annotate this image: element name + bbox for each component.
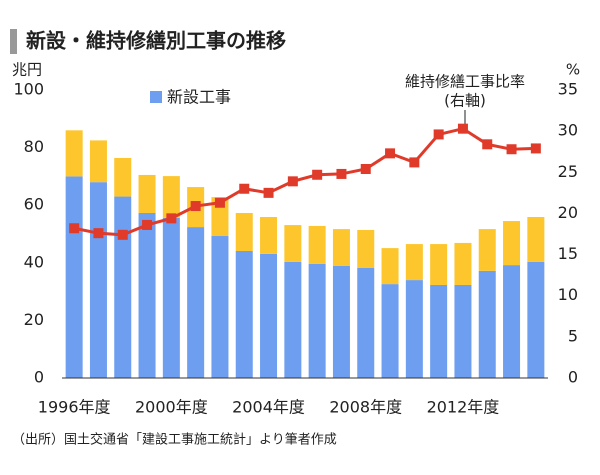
bar xyxy=(65,130,83,177)
title-marker xyxy=(10,29,17,54)
chart-title: 新設・維持修繕別工事の推移 xyxy=(26,29,286,53)
bar xyxy=(260,217,278,254)
bar xyxy=(308,263,326,378)
y2-tick-label: 15 xyxy=(558,244,578,263)
annotation: (右軸) xyxy=(444,92,486,110)
y2-tick-label: 10 xyxy=(558,285,578,304)
ratio-marker xyxy=(166,213,177,224)
bar xyxy=(527,217,545,262)
y-tick-label: 0 xyxy=(34,368,44,387)
bar xyxy=(162,217,180,378)
bar xyxy=(478,270,496,378)
y2-tick-label: 25 xyxy=(558,162,578,181)
bar xyxy=(527,261,545,378)
bar xyxy=(65,176,83,378)
ratio-marker xyxy=(190,201,201,212)
source: （出所）国土交通省「建設工事施工統計」より筆者作成 xyxy=(12,432,337,448)
ratio-marker xyxy=(142,219,153,230)
y-tick-label: 80 xyxy=(24,137,44,156)
y-tick-label: 100 xyxy=(13,80,44,99)
bar xyxy=(503,265,521,378)
bar xyxy=(114,196,132,378)
ratio-marker xyxy=(312,169,323,180)
bar xyxy=(430,284,448,378)
bar xyxy=(138,212,156,378)
y2-tick-label: 20 xyxy=(558,203,578,222)
ratio-marker xyxy=(336,168,347,179)
bar xyxy=(478,229,496,271)
bar xyxy=(211,236,229,378)
bar xyxy=(284,225,302,262)
ratio-marker xyxy=(457,123,468,134)
legend-swatch xyxy=(150,91,162,103)
bar xyxy=(187,227,205,378)
bar xyxy=(235,250,253,378)
bar xyxy=(114,157,132,197)
bar xyxy=(308,225,326,264)
ratio-marker xyxy=(117,229,128,240)
ratio-marker xyxy=(214,197,225,208)
ratio-marker xyxy=(530,143,541,154)
y-tick-label: 60 xyxy=(24,195,44,214)
y2-tick-label: 0 xyxy=(568,368,578,387)
ratio-marker xyxy=(93,228,104,239)
bar xyxy=(381,248,399,285)
bar xyxy=(430,244,448,285)
bar xyxy=(503,221,521,266)
y2-axis-label: % xyxy=(566,61,580,79)
ratio-marker xyxy=(409,157,420,168)
bar xyxy=(405,244,423,281)
ratio-marker xyxy=(433,129,444,140)
x-tick-label: 2008年度 xyxy=(329,398,402,417)
annotation: 維持修繕工事比率 xyxy=(405,73,525,91)
bar xyxy=(235,212,253,251)
legend-label: 新設工事 xyxy=(167,88,231,107)
bar xyxy=(357,267,375,378)
ratio-marker xyxy=(263,187,274,198)
x-tick-label: 2012年度 xyxy=(427,398,500,417)
ratio-marker xyxy=(385,148,396,159)
bar xyxy=(284,261,302,378)
ratio-marker xyxy=(287,176,298,187)
y-axis-label: 兆円 xyxy=(12,61,42,79)
ratio-marker xyxy=(239,183,250,194)
bar xyxy=(381,284,399,378)
bar xyxy=(89,182,107,378)
ratio-marker xyxy=(482,139,493,150)
x-tick-label: 2000年度 xyxy=(135,398,208,417)
bar xyxy=(332,265,350,378)
bar xyxy=(260,253,278,378)
bar xyxy=(138,174,156,213)
ratio-marker xyxy=(360,163,371,174)
bar xyxy=(454,284,472,378)
y2-tick-label: 35 xyxy=(558,80,578,99)
bar xyxy=(405,280,423,378)
y2-tick-label: 30 xyxy=(558,121,578,140)
bar xyxy=(332,229,350,266)
y-tick-label: 40 xyxy=(24,252,44,271)
y2-tick-label: 5 xyxy=(568,326,578,345)
x-tick-label: 1996年度 xyxy=(38,398,111,417)
y-tick-label: 20 xyxy=(24,310,44,329)
bar xyxy=(162,176,180,218)
bar xyxy=(357,229,375,268)
bar xyxy=(89,140,107,183)
bar xyxy=(454,242,472,285)
ratio-marker xyxy=(69,223,80,234)
ratio-marker xyxy=(506,144,517,155)
x-tick-label: 2004年度 xyxy=(232,398,305,417)
